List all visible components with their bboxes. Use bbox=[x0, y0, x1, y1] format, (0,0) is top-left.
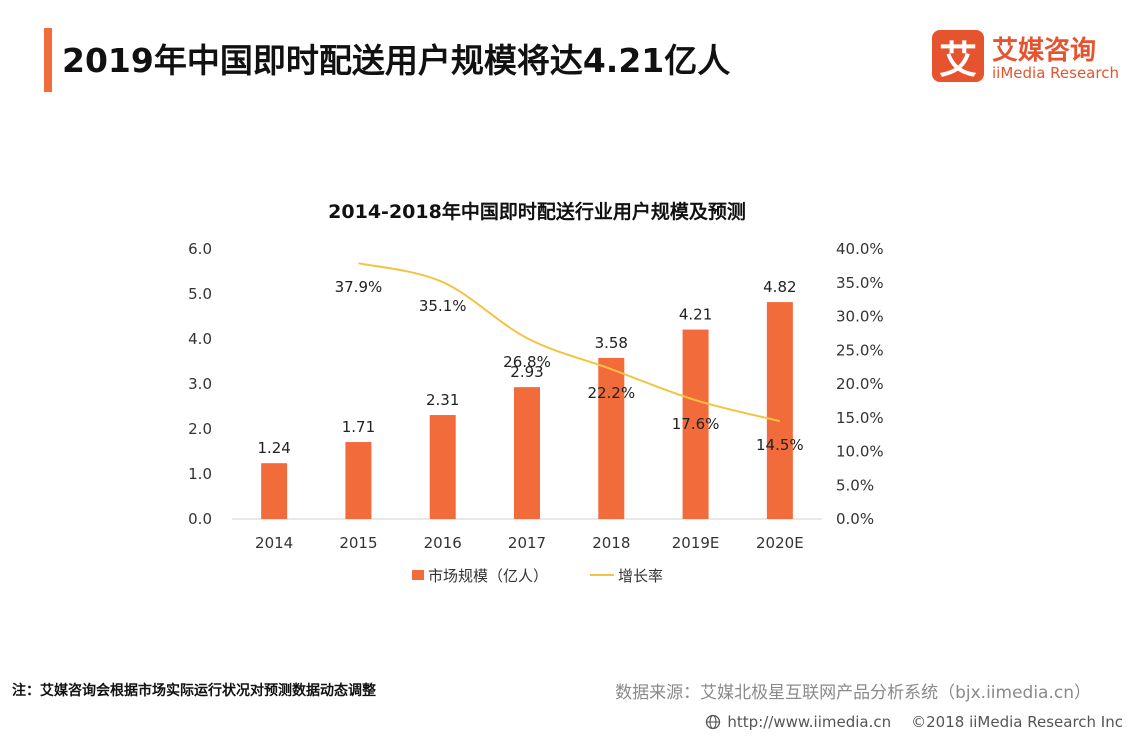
bar-2018 bbox=[598, 357, 625, 519]
y-left-tick-label: 2.0 bbox=[188, 420, 212, 438]
logo-mark-icon: 艾 bbox=[932, 30, 984, 82]
y-right-tick-label: 25.0% bbox=[836, 341, 884, 359]
line-value-label: 22.2% bbox=[587, 384, 635, 402]
y-left-tick-label: 0.0 bbox=[188, 510, 212, 528]
y-right-tick-label: 35.0% bbox=[836, 274, 884, 292]
footer-url[interactable]: http://www.iimedia.cn bbox=[727, 713, 892, 731]
y-left-tick-label: 3.0 bbox=[188, 375, 212, 393]
brand-logo: 艾 艾媒咨询 iiMedia Research bbox=[932, 26, 1119, 86]
line-value-label: 35.1% bbox=[419, 297, 467, 315]
line-value-label: 17.6% bbox=[672, 415, 720, 433]
bar-2015 bbox=[345, 442, 372, 519]
footer-bar: http://www.iimedia.cn ©2018 iiMedia Rese… bbox=[705, 713, 1123, 731]
growth-rate-line bbox=[358, 262, 781, 423]
line-value-label: 14.5% bbox=[756, 436, 804, 454]
x-tick-label: 2020E bbox=[756, 534, 804, 552]
bar-2017 bbox=[514, 387, 540, 519]
bar-value-label: 3.58 bbox=[595, 334, 628, 352]
y-right-tick-label: 5.0% bbox=[836, 476, 874, 494]
x-tick-label: 2014 bbox=[255, 534, 293, 552]
x-tick-label: 2018 bbox=[592, 534, 630, 552]
footer-copyright: ©2018 iiMedia Research Inc bbox=[911, 713, 1123, 731]
logo-name-cn: 艾媒咨询 bbox=[992, 36, 1097, 66]
bar-value-label: 2.93 bbox=[510, 363, 543, 381]
bar-2019E bbox=[682, 329, 709, 519]
bar-2014 bbox=[261, 463, 288, 519]
data-source: 数据来源：艾媒北极星互联网产品分析系统（bjx.iimedia.cn） bbox=[615, 683, 1091, 703]
y-left-tick-label: 1.0 bbox=[188, 465, 212, 483]
footnote: 注：艾媒咨询会根据市场实际运行状况对预测数据动态调整 bbox=[12, 683, 376, 699]
bar-2016 bbox=[429, 415, 456, 519]
x-tick-label: 2017 bbox=[508, 534, 546, 552]
y-right-tick-label: 10.0% bbox=[836, 443, 884, 461]
x-tick-label: 2019E bbox=[672, 534, 720, 552]
bar-value-label: 1.71 bbox=[342, 418, 375, 436]
bar-value-label: 1.24 bbox=[257, 439, 290, 457]
x-tick-label: 2016 bbox=[424, 534, 462, 552]
y-right-tick-label: 20.0% bbox=[836, 375, 884, 393]
bar-2020E bbox=[766, 302, 793, 519]
legend-line-label: 增长率 bbox=[618, 567, 663, 585]
bar-value-label: 4.82 bbox=[763, 278, 796, 296]
logo-name-en: iiMedia Research bbox=[992, 64, 1119, 82]
chart-title: 2014-2018年中国即时配送行业用户规模及预测 bbox=[328, 200, 746, 223]
y-left-tick-label: 5.0 bbox=[188, 285, 212, 303]
line-value-label: 37.9% bbox=[335, 278, 383, 296]
legend-bar-swatch bbox=[412, 570, 424, 580]
y-right-tick-label: 40.0% bbox=[836, 240, 884, 258]
y-left-tick-label: 4.0 bbox=[188, 330, 212, 348]
legend-bar-label: 市场规模（亿人） bbox=[428, 567, 548, 585]
y-right-tick-label: 0.0% bbox=[836, 510, 874, 528]
y-left-tick-label: 6.0 bbox=[188, 240, 212, 258]
globe-icon bbox=[706, 714, 721, 730]
bar-value-label: 4.21 bbox=[679, 306, 712, 324]
bar-value-label: 2.31 bbox=[426, 391, 459, 409]
y-right-tick-label: 15.0% bbox=[836, 409, 884, 427]
page-title: 2019年中国即时配送用户规模将达4.21亿人 bbox=[62, 41, 731, 80]
x-tick-label: 2015 bbox=[339, 534, 377, 552]
title-accent-bar bbox=[44, 28, 52, 92]
y-right-tick-label: 30.0% bbox=[836, 308, 884, 326]
line-value-label: 26.8% bbox=[503, 353, 551, 371]
